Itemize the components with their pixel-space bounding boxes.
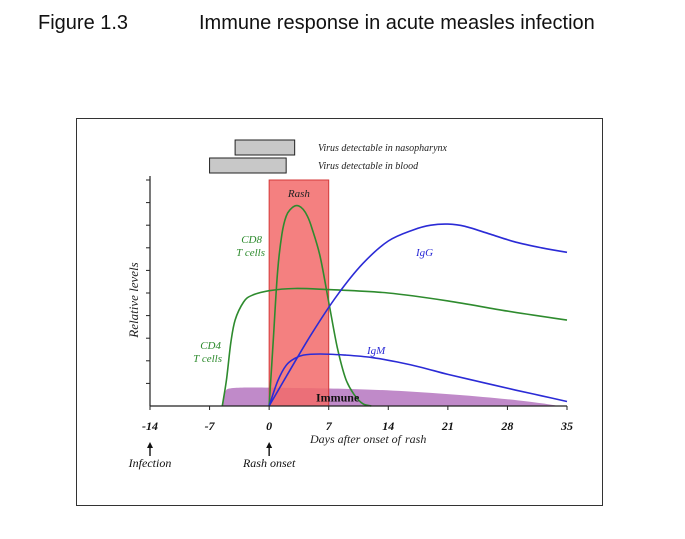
axes-layer (146, 176, 568, 410)
rash-period-band (268, 179, 330, 407)
series-line-igm (268, 353, 568, 407)
x-axis-label-prefix: Days after onset of (309, 432, 403, 446)
lines-layer (221, 204, 568, 407)
igg-label: IgG (415, 247, 433, 259)
infection-event-label: Infection (128, 456, 172, 470)
immune-label: Immune (316, 391, 360, 405)
virus-bar-label-nasopharynx: Virus detectable in nasopharynx (318, 143, 448, 154)
infection-arrow-head (147, 442, 153, 448)
rash-onset-event-label: Rash onset (242, 456, 296, 470)
figure-number: Figure 1.3 (38, 12, 129, 34)
series-line-cd8-t-cells (268, 204, 372, 407)
x-axis-label: Days after onset of rash (309, 432, 426, 446)
series-line-igg (268, 223, 568, 407)
y-axis-label: Relative levels (126, 262, 141, 338)
virus-bar-nasopharynx (234, 139, 296, 156)
x-tick-label: -7 (205, 419, 216, 433)
x-tick-label: 7 (326, 419, 333, 433)
x-tick-label: -14 (142, 419, 158, 433)
bands-layer (209, 139, 559, 407)
virus-bar-blood (209, 157, 287, 174)
cd8-label-line2: T cells (236, 247, 265, 259)
rash-onset-arrow-head (266, 442, 273, 448)
rash-label: Rash (287, 188, 311, 200)
x-tick-label: 14 (382, 419, 394, 433)
series-line-cd4-t-cells (221, 287, 568, 407)
labels-layer: Relative levels Days after onset of rash … (126, 143, 573, 470)
x-tick-label: 0 (266, 419, 272, 433)
x-tick-label: 21 (441, 419, 454, 433)
virus-bar-label-blood: Virus detectable in blood (318, 161, 419, 172)
figure-title: Immune response in acute measles infecti… (199, 12, 595, 34)
cd8-label-line1: CD8 (241, 234, 262, 246)
x-tick-label: 35 (560, 419, 573, 433)
cd4-label-line2: T cells (193, 353, 222, 365)
x-axis-label-suffix: rash (405, 432, 426, 446)
cd4-label-line1: CD4 (200, 340, 221, 352)
figure-heading: Figure 1.3 Immune response in acute meas… (38, 12, 595, 35)
igm-label: IgM (366, 345, 386, 357)
x-tick-label: 28 (500, 419, 513, 433)
